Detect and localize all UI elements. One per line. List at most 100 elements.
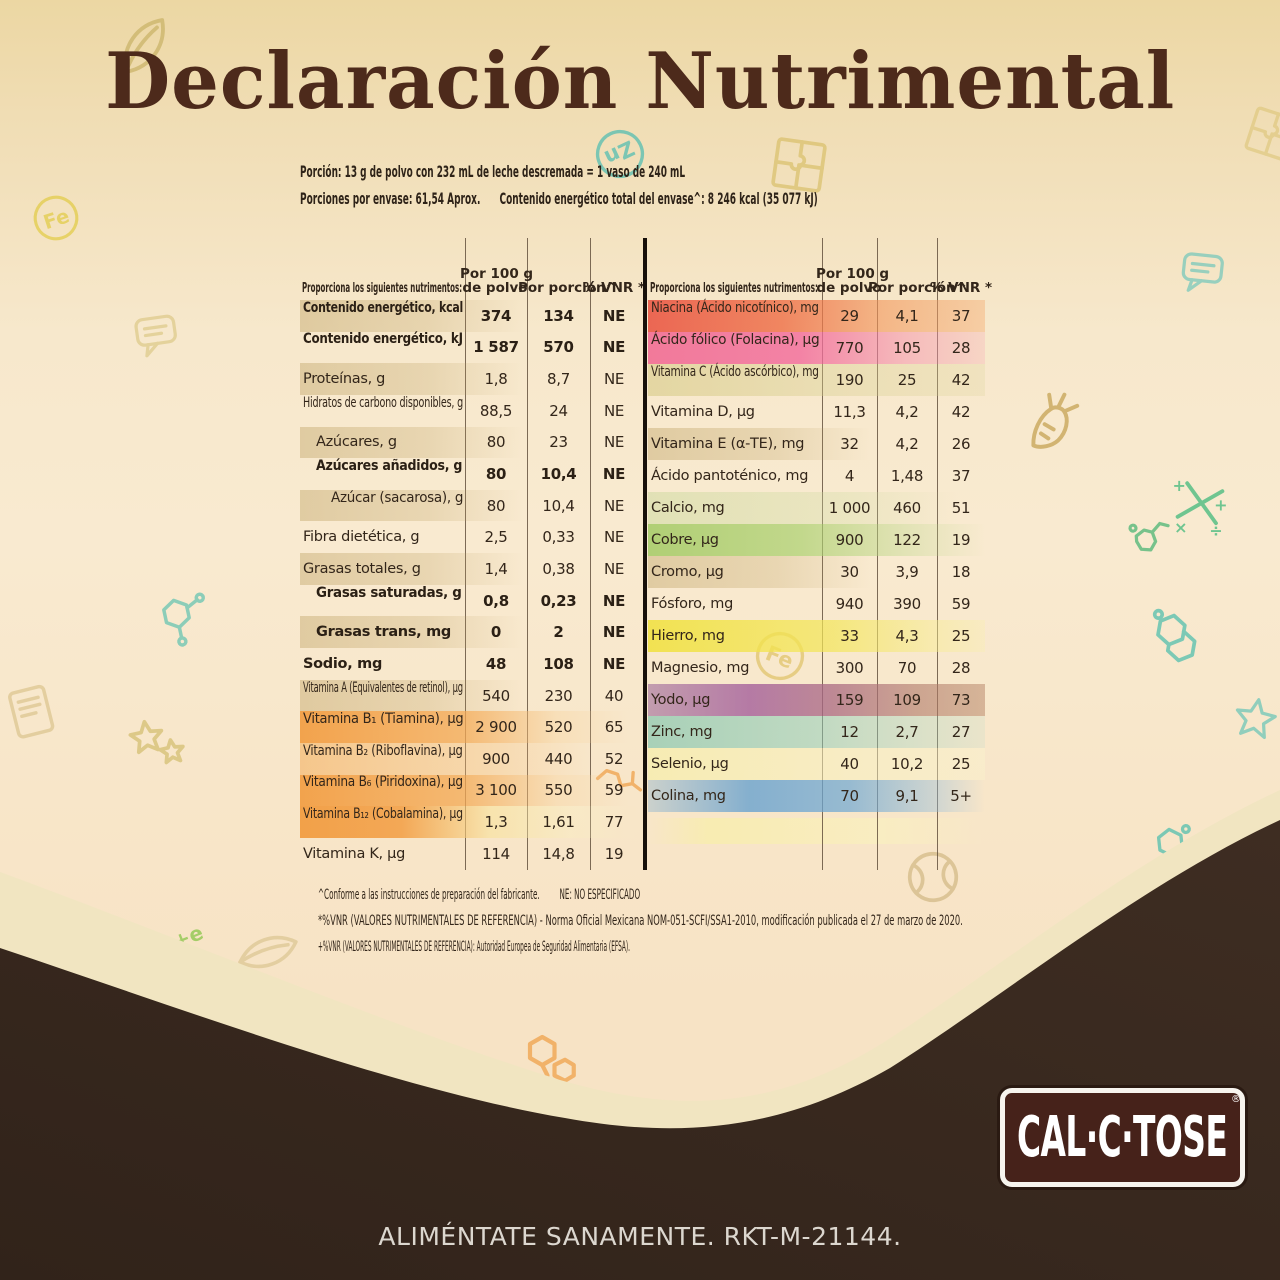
value-vnr: 59 — [604, 781, 624, 800]
value-per-portion: 9,1 — [895, 787, 919, 805]
nutrient-name: Contenido energético, kcal — [303, 299, 464, 316]
nutrient-name: Azúcares, g — [316, 434, 397, 451]
nutrients-table-right: Proporciona los siguientes nutrimentos: … — [648, 238, 992, 870]
value-per-100g: 2 900 — [475, 718, 517, 737]
nutrient-name: Grasas totales, g — [303, 560, 421, 577]
table-header: Proporciona los siguientes nutrimentos: … — [300, 238, 645, 300]
value-vnr: 5+ — [950, 787, 972, 805]
nutrient-name: Niacina (Ácido nicotínico), mg — [651, 300, 819, 316]
value-per-portion: 520 — [544, 718, 573, 737]
nutrient-name: Azúcares añadidos, g — [316, 458, 463, 475]
value-per-100g: 1,4 — [484, 559, 508, 578]
value-vnr: NE — [603, 528, 625, 547]
nutrient-row: Vitamina B₆ (Piridoxina), µg 3 100 550 59 — [300, 774, 638, 807]
nutrient-name: Vitamina B₁ (Tiamina), µg — [303, 711, 464, 728]
calctose-logo: CAL·C·TOSE ® — [1000, 1088, 1245, 1187]
value-vnr: 42 — [951, 371, 971, 389]
nutrient-name: Cobre, µg — [651, 532, 719, 548]
nutrient-name: Selenio, µg — [651, 756, 729, 772]
value-vnr: 40 — [604, 686, 624, 705]
column-divider — [527, 238, 529, 870]
value-vnr: NE — [602, 591, 626, 610]
nutrient-name: Vitamina C (Ácido ascórbico), mg — [651, 364, 819, 380]
value-per-100g: 1 587 — [473, 338, 519, 357]
nutrient-name: Hierro, mg — [651, 628, 725, 644]
nutrient-row: Hidratos de carbono disponibles, g 88,5 24… — [300, 395, 638, 427]
nutrient-name: Vitamina D, µg — [651, 404, 755, 420]
nutrient-row: Azúcares, g 80 23 NE — [300, 426, 638, 459]
value-per-100g: 0 — [490, 623, 502, 642]
value-per-portion: 390 — [893, 595, 921, 613]
value-per-100g: 80 — [486, 433, 506, 452]
value-per-100g: 300 — [835, 659, 864, 677]
value-per-portion: 24 — [549, 401, 568, 420]
value-per-portion: 460 — [893, 499, 921, 517]
value-per-100g: 0,8 — [483, 591, 509, 610]
value-per-100g: 159 — [835, 691, 864, 709]
nutrient-row: Fibra dietética, g 2,5 0,33 NE — [300, 521, 638, 553]
value-per-portion: 109 — [893, 691, 921, 709]
value-per-100g: 30 — [840, 563, 859, 581]
value-per-100g: 70 — [840, 787, 859, 805]
value-per-100g: 3 100 — [475, 781, 517, 800]
fe-circle-icon: Fe — [23, 185, 89, 251]
nutrient-row: Vitamina C (Ácido ascórbico), mg 190 25 42 — [648, 364, 985, 396]
nutrient-name: Cromo, µg — [651, 564, 724, 580]
nutrient-row: Grasas totales, g 1,4 0,38 NE — [300, 553, 638, 585]
nutrient-name: Ácido pantoténico, mg — [651, 468, 809, 484]
registered-mark: ® — [1231, 1094, 1241, 1105]
value-vnr: 42 — [951, 403, 971, 421]
carrot-icon — [1016, 384, 1094, 462]
value-per-100g: 48 — [485, 654, 507, 673]
nutrient-row: Azúcar (sacarosa), g 80 10,4 NE — [300, 490, 638, 522]
nutrient-name: Hidratos de carbono disponibles, g — [303, 394, 463, 411]
value-per-100g: 1 000 — [828, 499, 871, 517]
value-vnr: 26 — [951, 435, 971, 453]
header-per-100g: Por 100 g de polvo — [460, 265, 534, 297]
leaf-icon — [228, 912, 308, 992]
value-per-portion: 108 — [543, 654, 574, 673]
nutrient-row: Grasas saturadas, g 0,8 0,23 NE — [300, 585, 638, 617]
nutrient-name: Proteínas, g — [303, 371, 386, 388]
value-vnr: 18 — [951, 563, 971, 581]
page-title: Declaración Nutrimental — [104, 36, 1176, 127]
value-per-portion: 3,9 — [895, 563, 919, 581]
value-vnr: 37 — [951, 307, 971, 325]
serving-info: Porción: 13 g de polvo con 232 mL de lec… — [300, 162, 1221, 208]
nutrient-name: Vitamina B₆ (Piridoxina), µg — [303, 774, 463, 791]
value-vnr: 73 — [951, 691, 971, 709]
svg-text:+e: +e — [169, 920, 206, 954]
nutrient-row: Calcio, mg 1 000 460 51 — [648, 492, 985, 524]
nutrient-name: Vitamina E (α-TE), mg — [651, 436, 805, 452]
svg-text:÷: ÷ — [1209, 521, 1222, 540]
value-per-portion: 23 — [549, 433, 568, 452]
value-vnr: 27 — [951, 723, 971, 741]
nutrient-row: Contenido energético, kcal 374 134 NE — [300, 300, 638, 332]
value-per-portion: 2 — [553, 623, 564, 642]
nutrient-row: Niacina (Ácido nicotínico), mg 29 4,1 37 — [648, 300, 985, 332]
total-energy: Contenido energético total del envase^: … — [499, 189, 818, 208]
nutrient-row: Vitamina B₂ (Riboflavina), µg 900 440 52 — [300, 743, 638, 775]
nutrient-row: Cromo, µg 30 3,9 18 — [648, 556, 985, 588]
nutrient-name: Vitamina B₂ (Riboflavina), µg — [303, 742, 463, 759]
value-per-100g: 540 — [482, 686, 510, 705]
value-vnr: 25 — [951, 627, 971, 645]
logo-text: CAL·C·TOSE — [1017, 1105, 1228, 1170]
star-icon — [122, 710, 192, 780]
value-per-portion: 0,23 — [540, 591, 577, 610]
value-vnr: 19 — [951, 531, 971, 549]
value-per-100g: 80 — [486, 496, 506, 515]
header-vnr: % VNR * — [929, 280, 993, 297]
value-vnr: 51 — [951, 499, 971, 517]
value-vnr: 25 — [951, 755, 971, 773]
value-vnr: NE — [602, 654, 626, 673]
value-vnr: NE — [602, 306, 626, 325]
column-divider — [590, 238, 592, 870]
value-vnr: NE — [602, 338, 626, 357]
value-per-100g: 12 — [840, 723, 859, 741]
speech-bubble-icon — [1175, 243, 1234, 302]
value-per-100g: 114 — [482, 844, 510, 863]
value-vnr: 37 — [951, 467, 971, 485]
value-per-portion: 105 — [893, 339, 921, 357]
